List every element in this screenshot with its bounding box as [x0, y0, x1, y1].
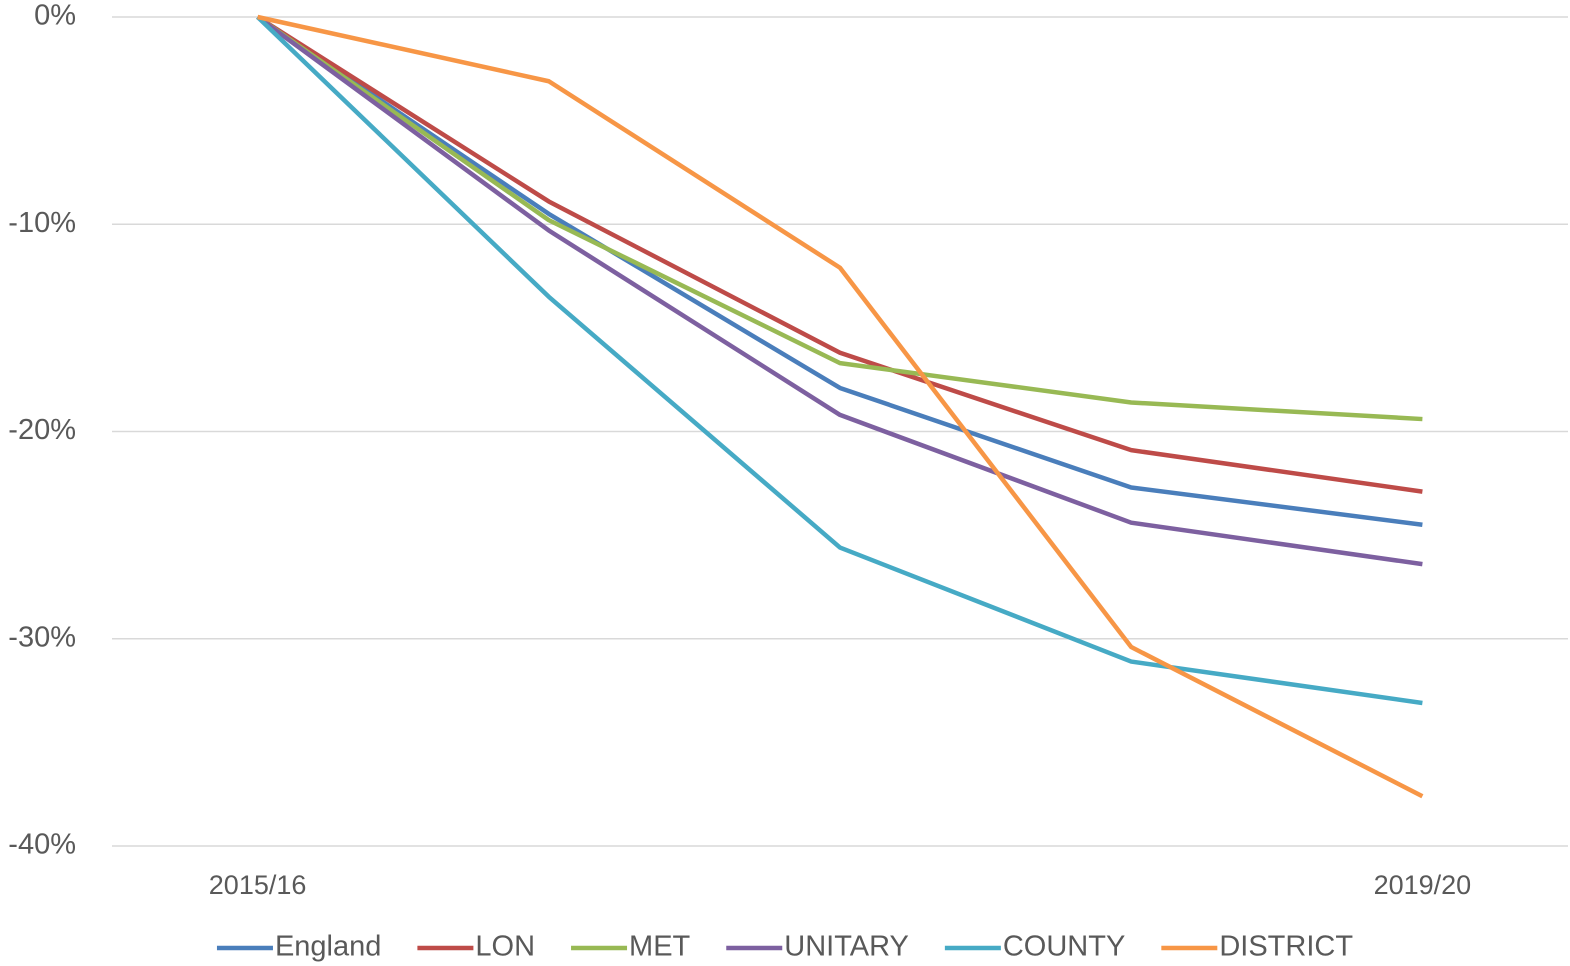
legend-label: LON	[475, 931, 535, 963]
y-tick-label: -30%	[8, 621, 76, 653]
series-line	[256, 15, 1423, 567]
series-line	[256, 15, 1423, 527]
x-tick-label: 2019/20	[1374, 870, 1472, 900]
series-line	[256, 15, 1423, 706]
legend-label: MET	[629, 931, 691, 963]
y-tick-label: -10%	[8, 207, 76, 239]
legend-label: England	[275, 931, 381, 963]
legend-label: COUNTY	[1003, 931, 1125, 963]
y-tick-label: 0%	[34, 0, 76, 32]
legend-label: DISTRICT	[1219, 931, 1353, 963]
series-line	[257, 14, 1424, 799]
legend-label: UNITARY	[784, 931, 909, 963]
series-line	[256, 15, 1423, 422]
x-tick-label: 2015/16	[209, 870, 307, 900]
series-line	[256, 15, 1423, 494]
y-tick-label: -40%	[8, 829, 76, 861]
y-tick-label: -20%	[8, 414, 76, 446]
